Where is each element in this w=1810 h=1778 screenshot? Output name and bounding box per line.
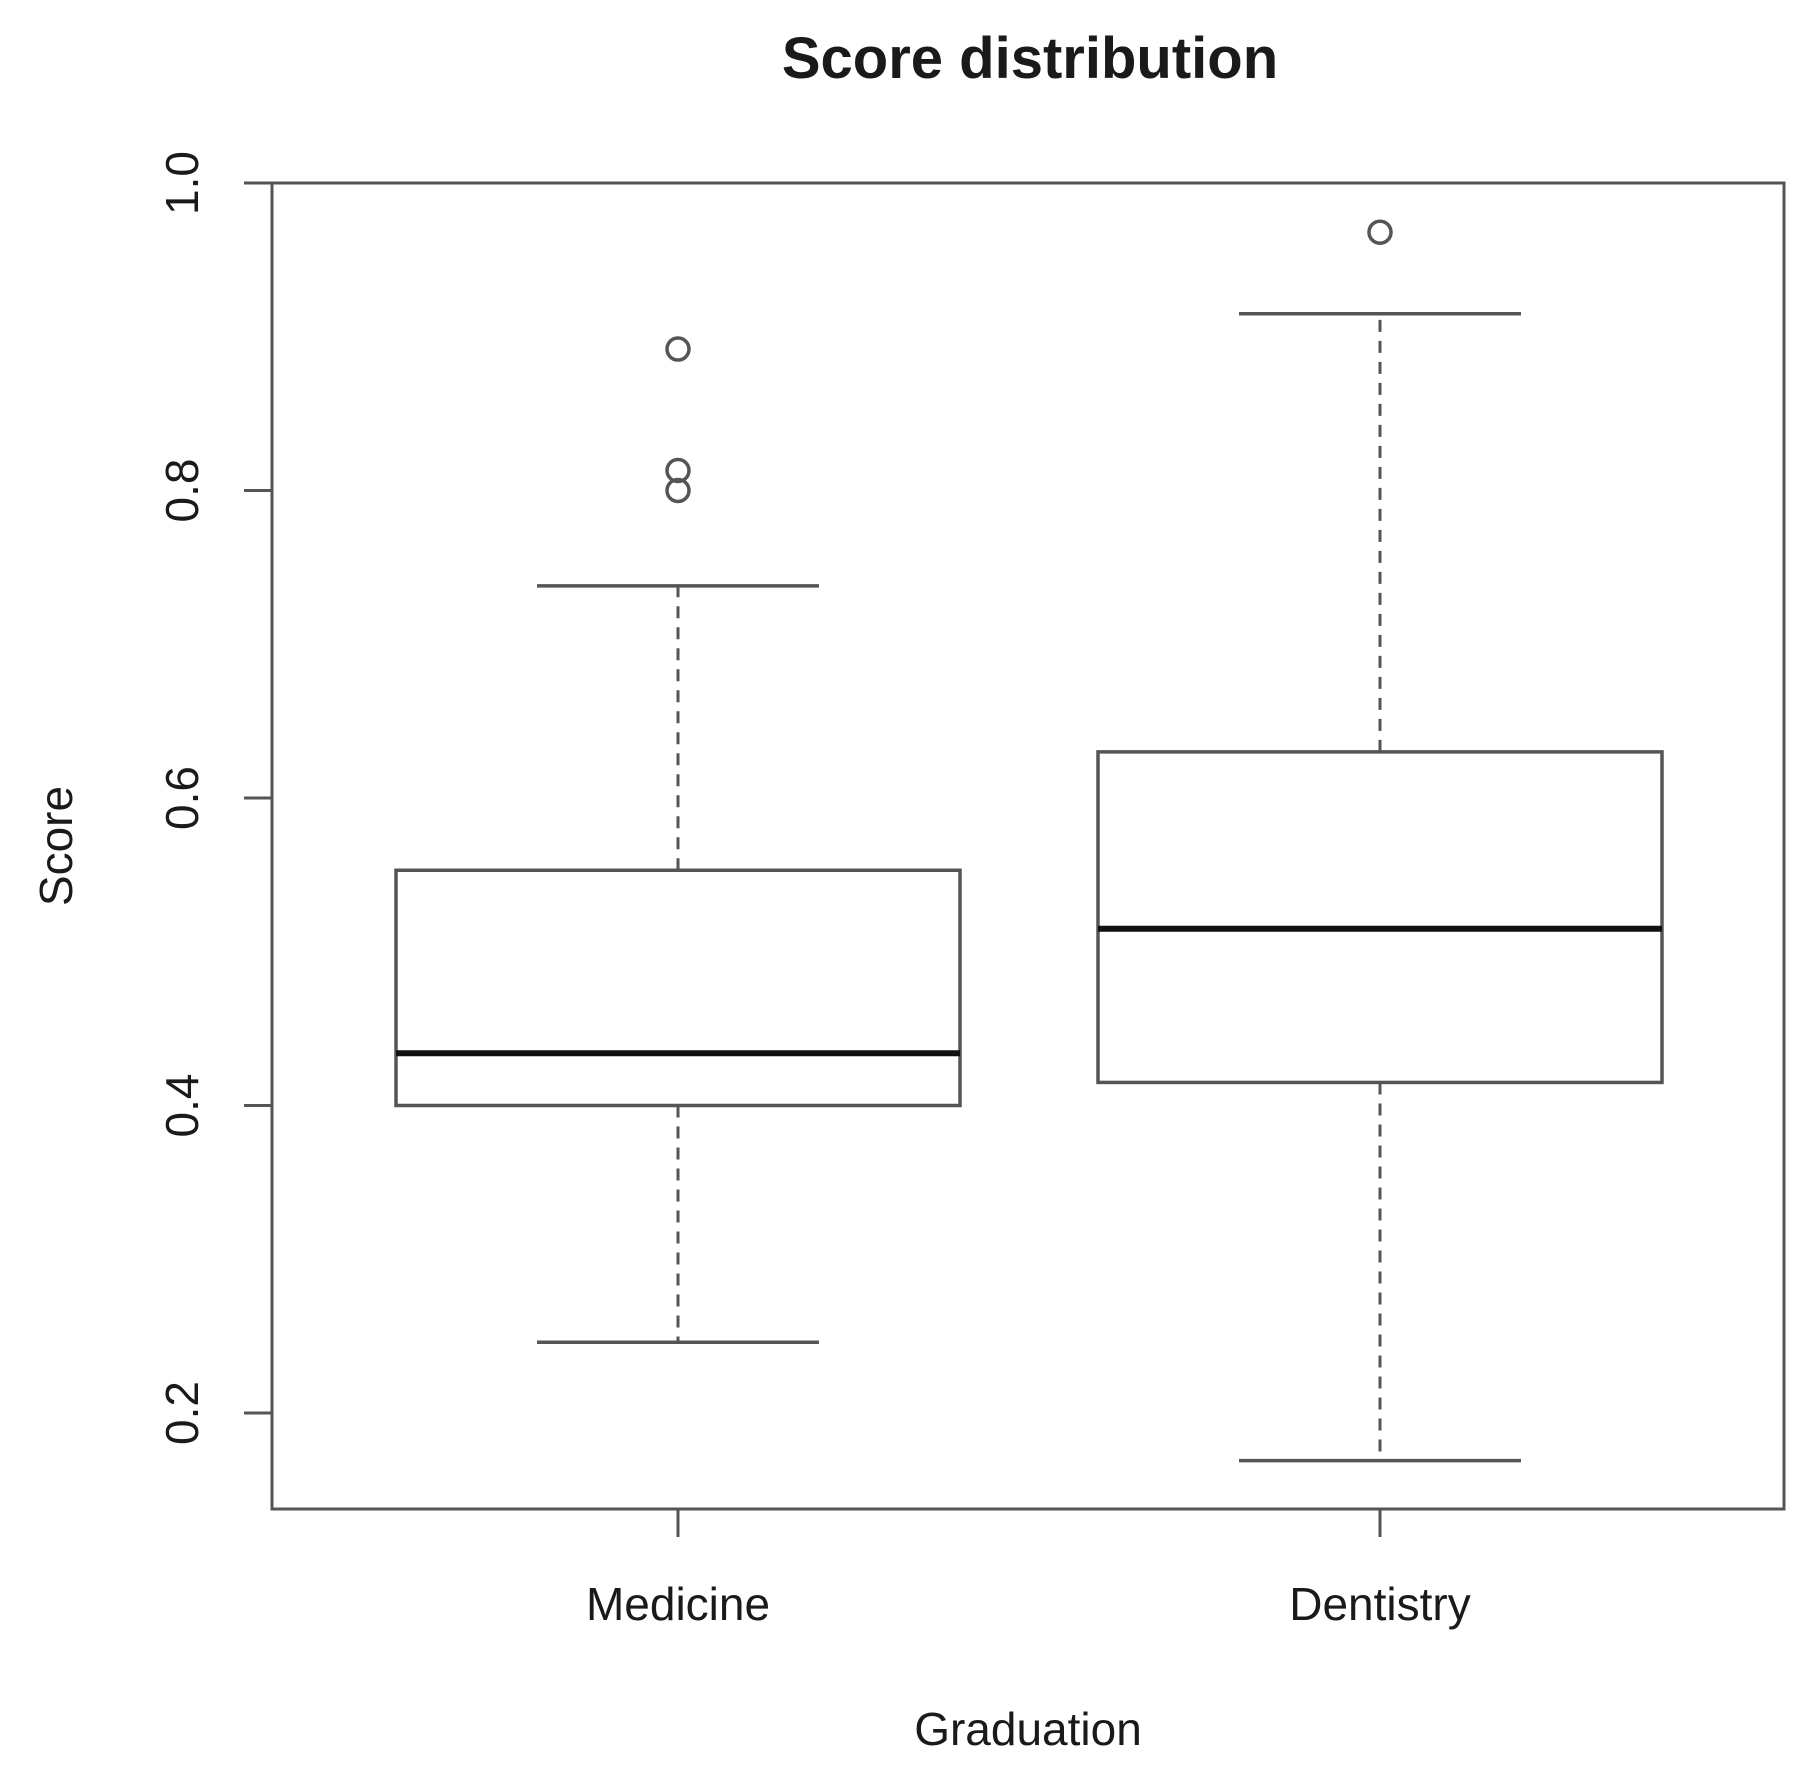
x-axis-label: Graduation <box>914 1703 1142 1755</box>
y-axis: 0.2 0.4 0.6 0.8 1.0 <box>156 151 274 1445</box>
interquartile-box <box>1096 750 1664 1085</box>
x-tick-label: Medicine <box>586 1578 770 1630</box>
y-axis-label: Score <box>30 786 82 906</box>
interquartile-box <box>394 868 962 1108</box>
box-dentistry <box>1096 219 1664 1463</box>
outlier-point <box>665 457 691 484</box>
y-tick-label: 0.4 <box>156 1074 208 1138</box>
outlier-point <box>1367 219 1393 245</box>
y-tick-label: 0.6 <box>156 766 208 830</box>
box-medicine <box>394 336 962 1345</box>
chart-title: Score distribution <box>782 26 1278 91</box>
outlier-point <box>665 477 691 504</box>
x-axis: Medicine Dentistry <box>586 1509 1471 1630</box>
outlier-point <box>665 336 691 362</box>
y-tick-label: 0.8 <box>156 459 208 523</box>
x-tick-label: Dentistry <box>1289 1578 1470 1630</box>
y-tick-label: 0.2 <box>156 1381 208 1445</box>
boxes-layer <box>394 219 1664 1463</box>
y-tick-label: 1.0 <box>156 151 208 215</box>
